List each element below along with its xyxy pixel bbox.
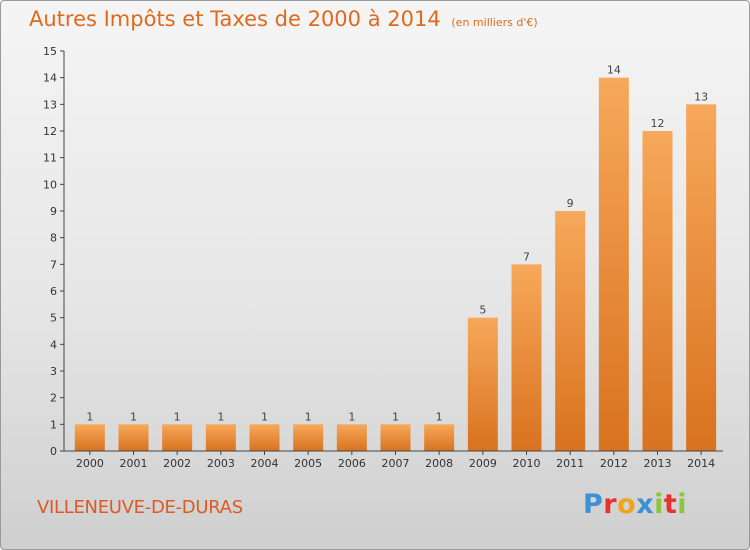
y-tick-label: 0 <box>50 445 57 458</box>
bar <box>424 424 455 451</box>
y-tick-label: 2 <box>50 392 57 405</box>
data-label: 5 <box>479 304 486 317</box>
logo-letter: r <box>603 489 618 520</box>
x-tick-label: 2013 <box>644 457 672 470</box>
bar <box>642 131 673 451</box>
data-label: 1 <box>305 410 312 423</box>
y-tick-label: 14 <box>43 72 57 85</box>
x-tick-label: 2001 <box>120 457 148 470</box>
data-label: 1 <box>348 410 355 423</box>
y-tick-label: 9 <box>50 205 57 218</box>
x-tick-label: 2005 <box>294 457 322 470</box>
x-tick-label: 2008 <box>425 457 453 470</box>
bar <box>336 424 367 451</box>
y-tick-label: 1 <box>50 418 57 431</box>
data-label: 13 <box>694 90 708 103</box>
bar <box>511 264 542 451</box>
bar <box>598 77 629 452</box>
data-label: 1 <box>174 410 181 423</box>
logo-letter: i <box>654 489 664 520</box>
bar <box>380 424 411 451</box>
x-tick-label: 2003 <box>207 457 235 470</box>
bars-layer: 1 1 1 1 1 1 1 1 1 5 7 9 14 12 13 <box>74 64 717 452</box>
logo-letter: o <box>617 489 637 520</box>
data-label: 14 <box>607 64 621 77</box>
y-tick-label: 15 <box>43 45 57 58</box>
data-label: 1 <box>261 410 268 423</box>
x-tick-label: 2007 <box>382 457 410 470</box>
y-tick-label: 13 <box>43 98 57 111</box>
y-tick-label: 6 <box>50 285 57 298</box>
chart-title-text: Autres Impôts et Taxes de 2000 à 2014 <box>29 7 441 31</box>
y-tick-label: 7 <box>50 258 57 271</box>
bar <box>74 424 105 451</box>
y-tick-label: 4 <box>50 338 57 351</box>
bar <box>118 424 149 451</box>
logo-letter: i <box>677 489 688 520</box>
bar <box>293 424 324 451</box>
commune-name: VILLENEUVE-DE-DURAS <box>37 497 243 518</box>
bar <box>205 424 236 451</box>
data-label: 7 <box>523 250 530 263</box>
y-tick-label: 11 <box>43 152 57 165</box>
y-tick-label: 12 <box>43 125 57 138</box>
y-tick-label: 10 <box>43 178 57 191</box>
data-label: 1 <box>86 410 93 423</box>
bar <box>555 211 586 451</box>
data-label: 1 <box>436 410 443 423</box>
logo-letter: x <box>636 489 655 520</box>
data-label: 1 <box>130 410 137 423</box>
x-tick-label: 2012 <box>600 457 628 470</box>
chart-unit: (en milliers d'€) <box>451 16 538 29</box>
y-tick-label: 5 <box>50 312 57 325</box>
chart-title: Autres Impôts et Taxes de 2000 à 2014 (e… <box>29 7 538 31</box>
x-tick-label: 2002 <box>163 457 191 470</box>
bar <box>467 317 498 451</box>
data-label: 12 <box>651 117 665 130</box>
x-tick-label: 2006 <box>338 457 366 470</box>
data-label: 1 <box>392 410 399 423</box>
x-tick-label: 2000 <box>76 457 104 470</box>
logo-letter: P <box>583 489 604 520</box>
proxiti-logo[interactable]: Proxiti <box>583 489 687 520</box>
data-label: 1 <box>217 410 224 423</box>
logo-letter: t <box>663 489 678 520</box>
x-tick-label: 2011 <box>556 457 584 470</box>
y-tick-label: 3 <box>50 365 57 378</box>
bar <box>162 424 193 451</box>
y-tick-label: 8 <box>50 232 57 245</box>
bar <box>249 424 280 451</box>
x-tick-label: 2009 <box>469 457 497 470</box>
data-label: 9 <box>567 197 574 210</box>
bar <box>686 104 717 451</box>
x-tick-label: 2004 <box>251 457 279 470</box>
x-tick-label: 2014 <box>687 457 715 470</box>
x-tick-label: 2010 <box>513 457 541 470</box>
